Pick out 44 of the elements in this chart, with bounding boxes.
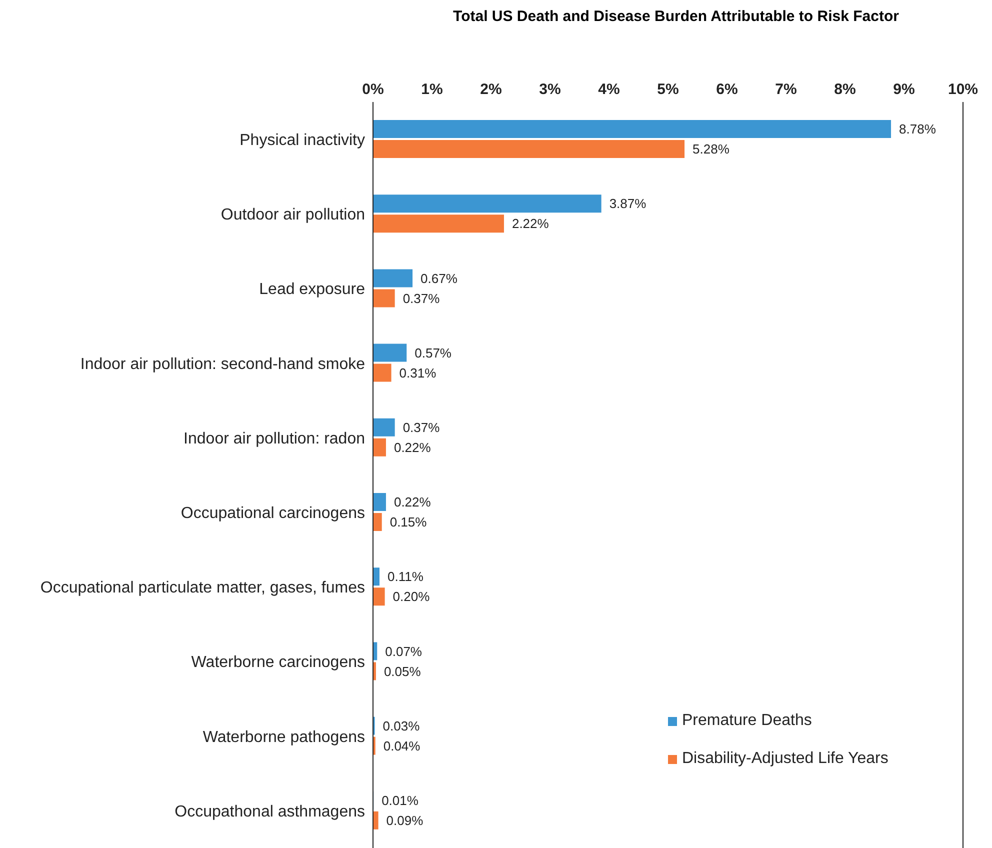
data-label: 0.15%: [390, 514, 428, 530]
data-label: 0.20%: [392, 589, 430, 604]
data-label: 0.37%: [402, 420, 440, 436]
y-tick-label: Lead exposure: [259, 281, 366, 298]
x-tick-label: 6%: [716, 81, 738, 98]
data-label: 0.05%: [384, 664, 422, 679]
y-tick-label: Outdoor air pollution: [220, 206, 365, 224]
legend-label: Premature Deaths: [682, 711, 812, 731]
data-label: 0.67%: [420, 270, 458, 286]
data-label: 0.07%: [385, 644, 422, 659]
data-label: 0.22%: [394, 494, 432, 510]
y-tick-label: Waterborne carcinogens: [191, 654, 365, 672]
x-tick-label: 7%: [775, 81, 797, 98]
y-tick-label: Physical inactivity: [240, 132, 365, 149]
data-label: 0.11%: [387, 569, 424, 584]
y-tick-label: Occupational particulate matter, gases, fumes: [40, 580, 365, 597]
y-tick-label: Occupathonal asthmagens: [174, 803, 365, 820]
x-tick-label: 2%: [480, 81, 502, 98]
data-label: 0.37%: [402, 290, 440, 306]
data-label: 3.87%: [609, 196, 647, 212]
x-tick-label: 4%: [598, 81, 620, 98]
y-tick-label: Indoor air pollution: second-hand smoke: [80, 356, 366, 373]
x-tick-label: 1%: [421, 81, 443, 98]
x-tick-label: 5%: [657, 81, 679, 98]
data-label: 2.22%: [512, 216, 550, 232]
y-tick-label: Indoor air pollution: radon: [184, 430, 365, 448]
chart-title: Total US Death and Disease Burden Attributable to Risk Factor: [452, 8, 900, 27]
legend-label: Disability-Adjusted Life Years: [682, 749, 888, 769]
x-tick-label: 10%: [948, 81, 978, 98]
x-tick-label: 9%: [893, 81, 915, 98]
data-label: 0.22%: [394, 440, 432, 456]
data-label: 0.01%: [382, 793, 419, 808]
x-tick-label: 8%: [834, 81, 856, 98]
data-label: 8.78%: [899, 122, 936, 137]
data-label: 0.31%: [399, 365, 437, 380]
data-label: 0.03%: [382, 718, 420, 734]
data-label: 0.04%: [383, 738, 421, 754]
y-tick-label: Occupational carcinogens: [180, 504, 365, 522]
data-label: 0.09%: [386, 813, 424, 828]
data-label: 5.28%: [692, 142, 730, 157]
x-tick-label: 0%: [362, 81, 384, 98]
y-tick-label: Waterborne pathogens: [202, 728, 365, 746]
x-tick-label: 3%: [539, 81, 561, 98]
data-label: 0.57%: [414, 345, 452, 360]
